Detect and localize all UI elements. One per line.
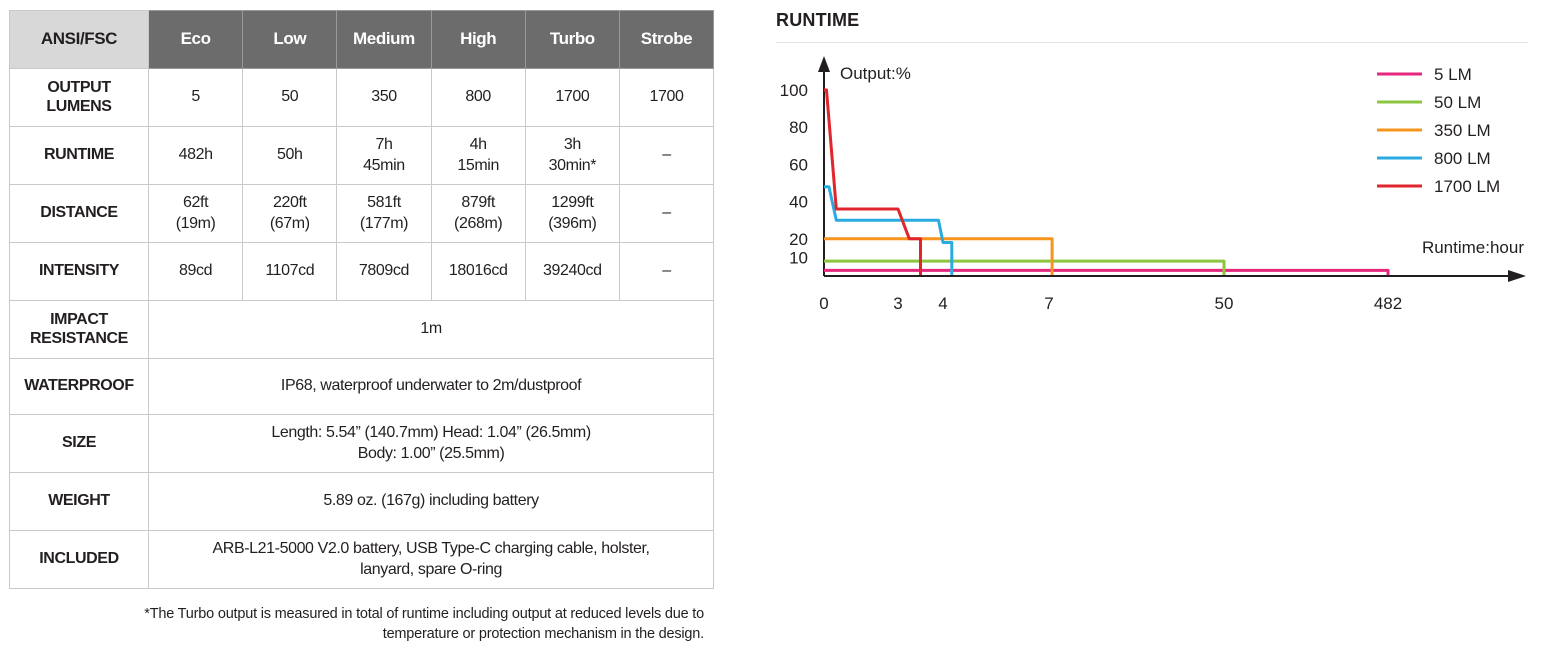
table-cell: – — [618, 126, 715, 185]
row-label: RUNTIME — [9, 126, 149, 185]
spec-table: ANSI/FSC Eco Low Medium High Turbo Strob… — [9, 10, 715, 589]
series-line-50-lm — [824, 259, 1226, 276]
series-line-5-lm — [824, 268, 1390, 276]
table-row-impact-resistance: IMPACT RESISTANCE 1m — [9, 300, 715, 359]
table-cell: 879ft (268m) — [430, 184, 526, 243]
legend-label: 800 LM — [1434, 149, 1491, 168]
legend: 5 LM 50 LM 350 LM 800 LM 1700 LM — [1377, 65, 1500, 196]
row-label: INTENSITY — [9, 242, 149, 301]
row-label: WATERPROOF — [9, 358, 149, 415]
table-cell: – — [618, 184, 715, 243]
table-header-row: ANSI/FSC Eco Low Medium High Turbo Strob… — [9, 10, 715, 69]
table-cell: 89cd — [147, 242, 244, 301]
y-tick-label: 10 — [789, 248, 808, 267]
series-line-800-lm — [824, 185, 954, 276]
legend-label: 350 LM — [1434, 121, 1491, 140]
row-label: SIZE — [9, 414, 149, 473]
table-row-waterproof: WATERPROOF IP68, waterproof underwater t… — [9, 358, 715, 415]
legend-label: 5 LM — [1434, 65, 1472, 84]
table-cell: 5.89 oz. (167g) including battery — [147, 472, 715, 531]
table-cell: 581ft (177m) — [336, 184, 432, 243]
x-tick-label: 4 — [938, 294, 947, 313]
table-cell: IP68, waterproof underwater to 2m/dustpr… — [147, 358, 715, 415]
row-label: OUTPUT LUMENS — [9, 68, 149, 127]
x-axis-arrow-icon — [1508, 270, 1526, 282]
table-cell: 5 — [147, 68, 244, 127]
table-cell: Length: 5.54” (140.7mm) Head: 1.04” (26.… — [147, 414, 715, 473]
y-axis-label: Output:% — [840, 64, 911, 83]
legend-label: 1700 LM — [1434, 177, 1500, 196]
table-cell: 220ft (67m) — [242, 184, 338, 243]
table-row-runtime: RUNTIME 482h 50h 7h 45min 4h 15min 3h 30… — [9, 126, 715, 185]
x-tick-label: 482 — [1374, 294, 1402, 313]
row-label: WEIGHT — [9, 472, 149, 531]
legend-label: 50 LM — [1434, 93, 1481, 112]
mode-header-turbo: Turbo — [524, 10, 620, 69]
x-tick-label: 50 — [1215, 294, 1234, 313]
series-line-350-lm — [824, 237, 1054, 276]
table-cell: 4h 15min — [430, 126, 526, 185]
chart-title: RUNTIME — [776, 10, 860, 30]
table-row-output-lumens: OUTPUT LUMENS 5 50 350 800 1700 1700 — [9, 68, 715, 127]
table-row-intensity: INTENSITY 89cd 1107cd 7809cd 18016cd 392… — [9, 242, 715, 301]
table-cell: 7h 45min — [336, 126, 432, 185]
table-cell: 50 — [242, 68, 338, 127]
y-axis-arrow-icon — [818, 56, 830, 72]
table-corner-header: ANSI/FSC — [9, 10, 149, 69]
table-cell: 1299ft (396m) — [524, 184, 620, 243]
x-tick-label: 0 — [819, 294, 828, 313]
row-label: DISTANCE — [9, 184, 149, 243]
y-tick-label: 20 — [789, 230, 808, 249]
y-tick-label: 40 — [789, 193, 808, 212]
mode-header-low: Low — [242, 10, 338, 69]
x-tick-label: 7 — [1044, 294, 1053, 313]
table-row-weight: WEIGHT 5.89 oz. (167g) including battery — [9, 472, 715, 531]
table-cell: – — [618, 242, 715, 301]
x-tick-label: 3 — [893, 294, 902, 313]
y-tick-label: 80 — [789, 118, 808, 137]
y-tick-label: 60 — [789, 155, 808, 174]
series-layer — [824, 88, 1512, 277]
y-tick-label: 100 — [780, 81, 808, 100]
row-label: IMPACT RESISTANCE — [9, 300, 149, 359]
table-row-included: INCLUDED ARB-L21-5000 V2.0 battery, USB … — [9, 530, 715, 589]
table-cell: 62ft (19m) — [147, 184, 244, 243]
table-cell: 1107cd — [242, 242, 338, 301]
table-cell: 350 — [336, 68, 432, 127]
table-cell: 482h — [147, 126, 244, 185]
table-cell: 39240cd — [524, 242, 620, 301]
table-cell: 3h 30min* — [524, 126, 620, 185]
title-divider — [776, 42, 1528, 43]
footnote: *The Turbo output is measured in total o… — [144, 606, 704, 642]
table-cell: 1m — [147, 300, 715, 359]
series-line-1700-lm — [824, 88, 922, 276]
mode-header-medium: Medium — [336, 10, 432, 69]
table-cell: 18016cd — [430, 242, 526, 301]
mode-header-strobe: Strobe — [618, 10, 715, 69]
table-row-size: SIZE Length: 5.54” (140.7mm) Head: 1.04”… — [9, 414, 715, 473]
table-cell: ARB-L21-5000 V2.0 battery, USB Type-C ch… — [147, 530, 715, 589]
mode-header-high: High — [430, 10, 526, 69]
table-cell: 1700 — [618, 68, 715, 127]
table-cell: 1700 — [524, 68, 620, 127]
x-axis-label: Runtime:hour — [1422, 238, 1524, 257]
table-cell: 50h — [242, 126, 338, 185]
table-cell: 800 — [430, 68, 526, 127]
mode-header-eco: Eco — [147, 10, 244, 69]
row-label: INCLUDED — [9, 530, 149, 589]
table-row-distance: DISTANCE 62ft (19m) 220ft (67m) 581ft (1… — [9, 184, 715, 243]
table-cell: 7809cd — [336, 242, 432, 301]
